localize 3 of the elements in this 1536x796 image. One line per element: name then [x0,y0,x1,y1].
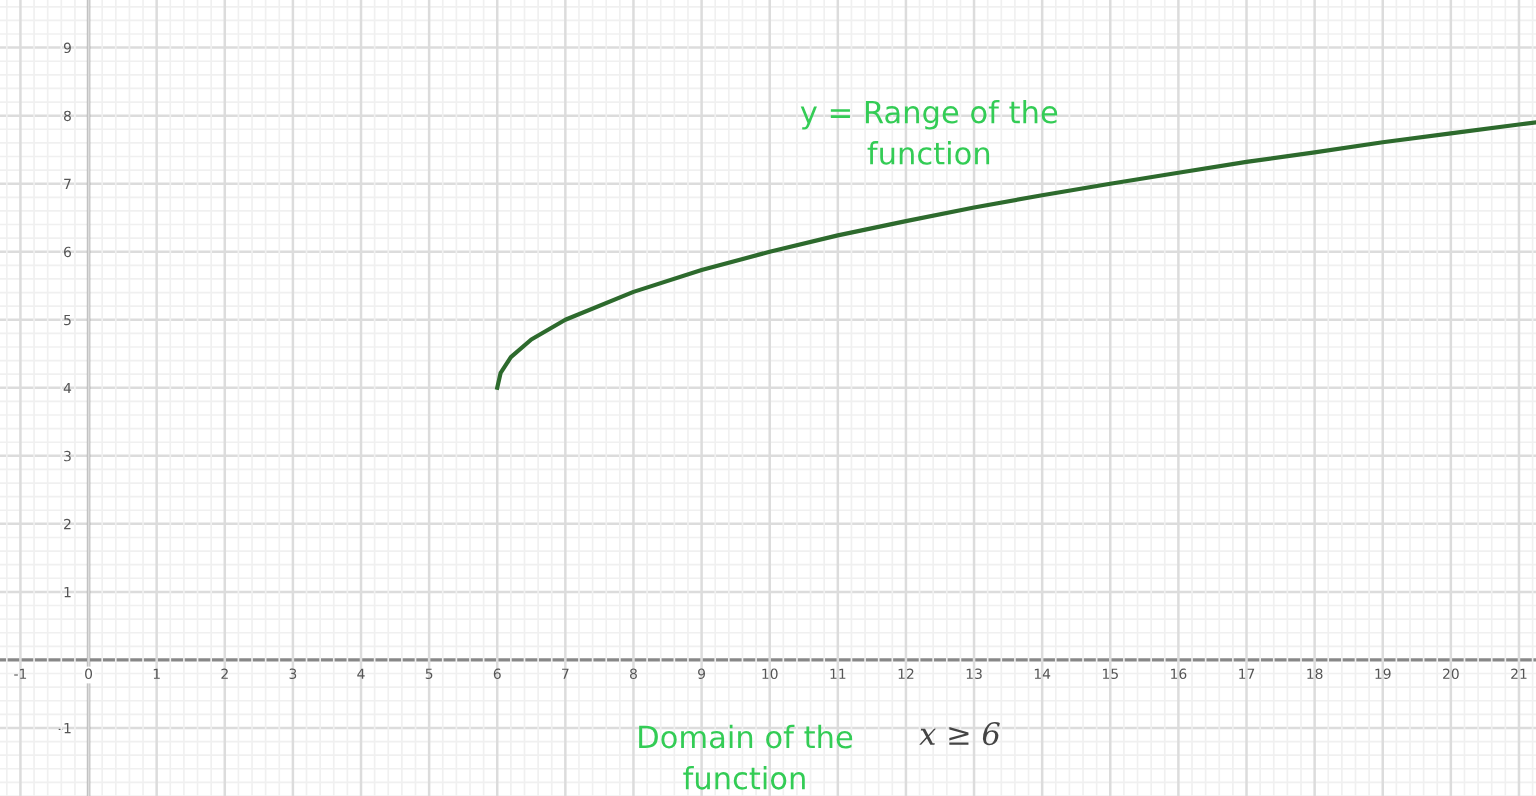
annotation: x ≥ 6 [919,722,1000,746]
annotation: Domain of the function [639,724,853,790]
annotation: y = Range of the function [800,99,1058,165]
